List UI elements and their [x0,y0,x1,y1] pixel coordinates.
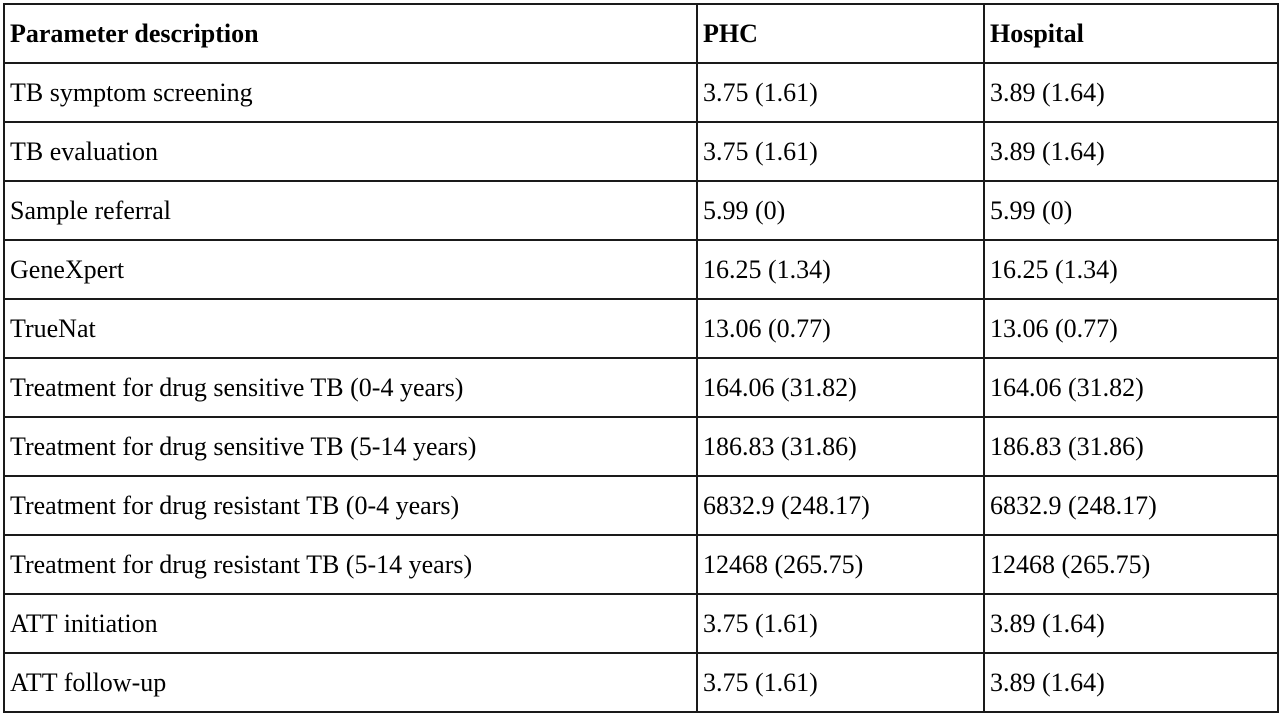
table-row: Treatment for drug sensitive TB (0-4 yea… [3,357,1279,418]
phc-value-cell: 164.06 (31.82) [696,357,985,418]
parameter-cell: TB symptom screening [3,62,698,123]
table-row: TB evaluation 3.75 (1.61) 3.89 (1.64) [3,121,1279,182]
parameter-cell: Treatment for drug sensitive TB (5-14 ye… [3,416,698,477]
hospital-value-cell: 16.25 (1.34) [983,239,1279,300]
parameter-cell: Treatment for drug sensitive TB (0-4 yea… [3,357,698,418]
hospital-value-cell: 3.89 (1.64) [983,62,1279,123]
phc-value-cell: 12468 (265.75) [696,534,985,595]
parameter-cell: TrueNat [3,298,698,359]
parameter-cell: Treatment for drug resistant TB (0-4 yea… [3,475,698,536]
phc-value-cell: 3.75 (1.61) [696,593,985,654]
parameter-table: Parameter description PHC Hospital TB sy… [3,3,1279,713]
phc-value-cell: 186.83 (31.86) [696,416,985,477]
phc-value-cell: 3.75 (1.61) [696,121,985,182]
table-row: GeneXpert 16.25 (1.34) 16.25 (1.34) [3,239,1279,300]
header-hospital: Hospital [983,3,1279,64]
parameter-cell: GeneXpert [3,239,698,300]
table-header-row: Parameter description PHC Hospital [3,3,1279,64]
parameter-cell: Sample referral [3,180,698,241]
parameter-cell: Treatment for drug resistant TB (5-14 ye… [3,534,698,595]
hospital-value-cell: 164.06 (31.82) [983,357,1279,418]
table-row: TrueNat 13.06 (0.77) 13.06 (0.77) [3,298,1279,359]
phc-value-cell: 13.06 (0.77) [696,298,985,359]
phc-value-cell: 3.75 (1.61) [696,62,985,123]
hospital-value-cell: 186.83 (31.86) [983,416,1279,477]
hospital-value-cell: 12468 (265.75) [983,534,1279,595]
table-row: TB symptom screening 3.75 (1.61) 3.89 (1… [3,62,1279,123]
hospital-value-cell: 3.89 (1.64) [983,121,1279,182]
phc-value-cell: 5.99 (0) [696,180,985,241]
hospital-value-cell: 13.06 (0.77) [983,298,1279,359]
table-row: Treatment for drug resistant TB (5-14 ye… [3,534,1279,595]
hospital-value-cell: 3.89 (1.64) [983,593,1279,654]
header-parameter-description: Parameter description [3,3,698,64]
parameter-cell: TB evaluation [3,121,698,182]
header-phc: PHC [696,3,985,64]
table-row: ATT follow-up 3.75 (1.61) 3.89 (1.64) [3,652,1279,713]
table-row: Treatment for drug sensitive TB (5-14 ye… [3,416,1279,477]
parameter-cell: ATT follow-up [3,652,698,713]
phc-value-cell: 16.25 (1.34) [696,239,985,300]
table-row: Sample referral 5.99 (0) 5.99 (0) [3,180,1279,241]
phc-value-cell: 3.75 (1.61) [696,652,985,713]
phc-value-cell: 6832.9 (248.17) [696,475,985,536]
parameter-cell: ATT initiation [3,593,698,654]
hospital-value-cell: 6832.9 (248.17) [983,475,1279,536]
table-row: Treatment for drug resistant TB (0-4 yea… [3,475,1279,536]
hospital-value-cell: 3.89 (1.64) [983,652,1279,713]
hospital-value-cell: 5.99 (0) [983,180,1279,241]
table-row: ATT initiation 3.75 (1.61) 3.89 (1.64) [3,593,1279,654]
